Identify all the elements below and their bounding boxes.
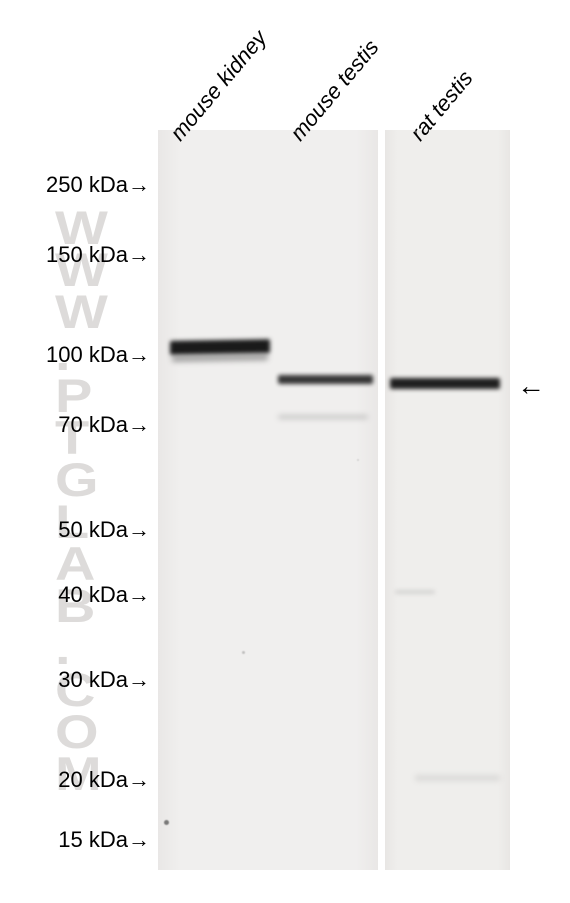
blot-panel-1 — [385, 130, 510, 870]
band — [172, 354, 268, 362]
mw-marker: 20 kDa→ — [58, 767, 150, 793]
lane-label: mouse kidney — [165, 25, 272, 146]
band — [395, 590, 435, 594]
band — [170, 339, 270, 355]
blot-panel-0 — [158, 130, 378, 870]
speck — [164, 820, 169, 825]
speck — [357, 459, 359, 461]
figure-container: WWW.PTGLAB.COM mouse kidneymouse testisr… — [0, 0, 570, 903]
band — [278, 375, 373, 384]
target-band-arrow: ← — [517, 370, 545, 402]
watermark-char: G — [55, 452, 99, 507]
mw-marker: 30 kDa→ — [58, 667, 150, 693]
watermark-char: W — [55, 284, 108, 339]
mw-marker: 15 kDa→ — [58, 827, 150, 853]
mw-marker: 150 kDa→ — [46, 242, 150, 268]
band — [278, 415, 368, 419]
mw-marker: 250 kDa→ — [46, 172, 150, 198]
mw-marker: 50 kDa→ — [58, 517, 150, 543]
speck — [242, 651, 245, 654]
band — [415, 775, 500, 781]
mw-marker: 70 kDa→ — [58, 412, 150, 438]
mw-marker: 100 kDa→ — [46, 342, 150, 368]
watermark-char: O — [55, 704, 99, 759]
band — [390, 378, 500, 389]
mw-marker: 40 kDa→ — [58, 582, 150, 608]
